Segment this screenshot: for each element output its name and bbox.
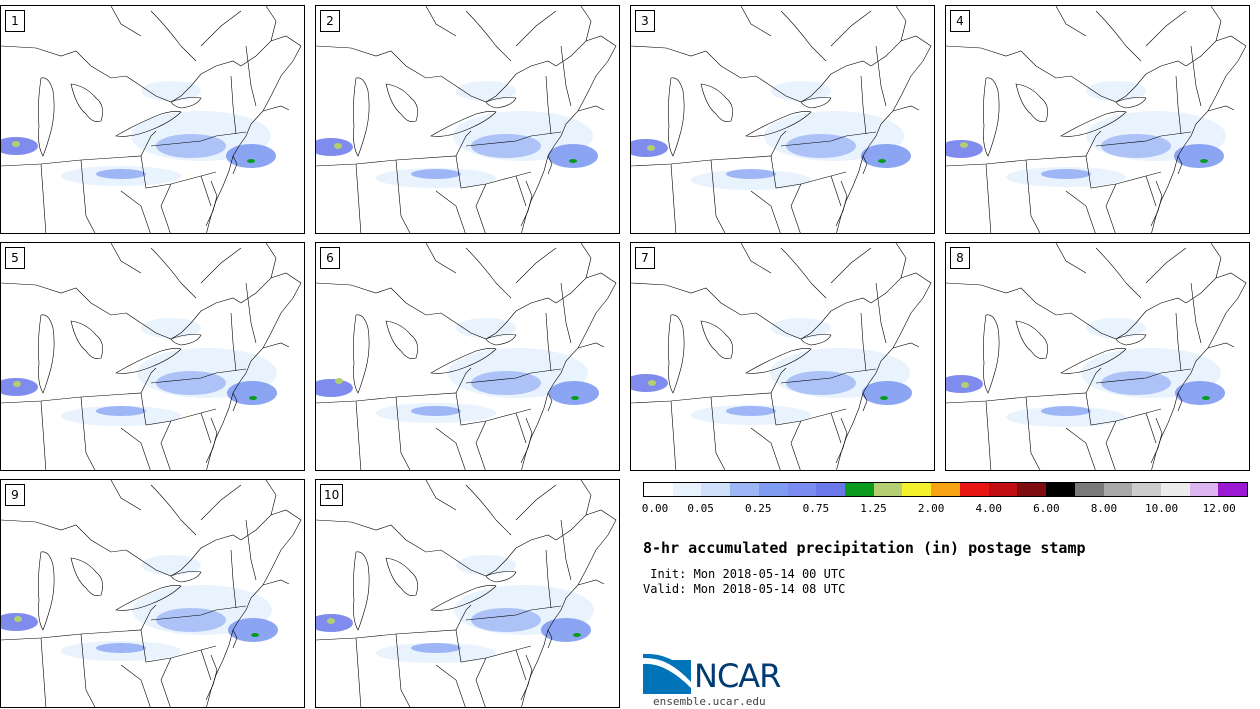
colorbar-segment [672, 483, 702, 496]
member-panel-8: 8 [945, 242, 1250, 471]
colorbar-tick: 0.75 [802, 502, 830, 515]
colorbar-segment [730, 483, 759, 496]
member-panel-4: 4 [945, 5, 1250, 234]
colorbar-tick: 0.00 [641, 502, 669, 515]
colorbar-segment [931, 483, 960, 496]
panel-number: 10 [320, 484, 344, 506]
precip-map [631, 243, 932, 470]
panel-number: 5 [5, 247, 25, 269]
colorbar-tick: 8.00 [1090, 502, 1118, 515]
colorbar-tick-labels: 0.00 0.05 0.25 0.75 1.25 2.00 4.00 6.00 8.00 10.0… [641, 502, 1248, 518]
member-panel-10: 10 [315, 479, 620, 708]
colorbar-segment [1132, 483, 1161, 496]
panel-number: 9 [5, 484, 25, 506]
precip-map [946, 6, 1247, 233]
panel-number: 7 [635, 247, 655, 269]
precip-map [946, 243, 1247, 470]
colorbar-segment [644, 483, 673, 496]
panel-number: 3 [635, 10, 655, 32]
colorbar-segment [1046, 483, 1075, 496]
panel-number: 8 [950, 247, 970, 269]
plot-title: 8-hr accumulated precipitation (in) post… [643, 539, 1086, 557]
colorbar-segment [873, 483, 903, 496]
colorbar-segment [988, 483, 1018, 496]
colorbar-tick: 12.00 [1202, 502, 1236, 515]
precip-map [1, 243, 302, 470]
panel-number: 2 [320, 10, 340, 32]
colorbar-segment [1017, 483, 1047, 496]
colorbar-segment [1160, 483, 1190, 496]
precip-map [316, 243, 617, 470]
site-url: ensemble.ucar.edu [653, 695, 766, 708]
colorbar-segment [816, 483, 846, 496]
colorbar-segment [902, 483, 932, 496]
precipitation-colorbar [643, 482, 1248, 497]
colorbar-segment [845, 483, 874, 496]
valid-time: Valid: Mon 2018-05-14 08 UTC [643, 582, 846, 596]
colorbar-tick: 2.00 [917, 502, 945, 515]
member-panel-7: 7 [630, 242, 935, 471]
member-panel-1: 1 [0, 5, 305, 234]
colorbar-tick: 6.00 [1033, 502, 1060, 515]
colorbar-segment [701, 483, 731, 496]
member-panel-6: 6 [315, 242, 620, 471]
colorbar-tick: 4.00 [975, 502, 1002, 515]
precip-map [1, 480, 302, 707]
member-panel-9: 9 [0, 479, 305, 708]
init-time: Init: Mon 2018-05-14 00 UTC [643, 567, 846, 581]
panel-number: 1 [5, 10, 25, 32]
colorbar-segment [1103, 483, 1133, 496]
colorbar-segment [758, 483, 788, 496]
precip-map [316, 480, 617, 707]
colorbar-tick: 0.05 [687, 502, 714, 515]
member-panel-2: 2 [315, 5, 620, 234]
colorbar-segment [1189, 483, 1219, 496]
colorbar-segment [1218, 483, 1248, 496]
colorbar-tick: 1.25 [860, 502, 887, 515]
precip-map [316, 6, 617, 233]
colorbar-tick: 0.25 [744, 502, 772, 515]
colorbar-segment [787, 483, 817, 496]
panel-number: 6 [320, 247, 340, 269]
panel-number: 4 [950, 10, 970, 32]
colorbar-segment [1074, 483, 1104, 496]
member-panel-3: 3 [630, 5, 935, 234]
colorbar-segment [959, 483, 989, 496]
colorbar-tick: 10.00 [1145, 502, 1179, 515]
ncar-logo-text: NCAR [694, 657, 781, 695]
precip-map [631, 6, 932, 233]
member-panel-5: 5 [0, 242, 305, 471]
ncar-logo-icon [643, 653, 691, 694]
precip-map [1, 6, 302, 233]
